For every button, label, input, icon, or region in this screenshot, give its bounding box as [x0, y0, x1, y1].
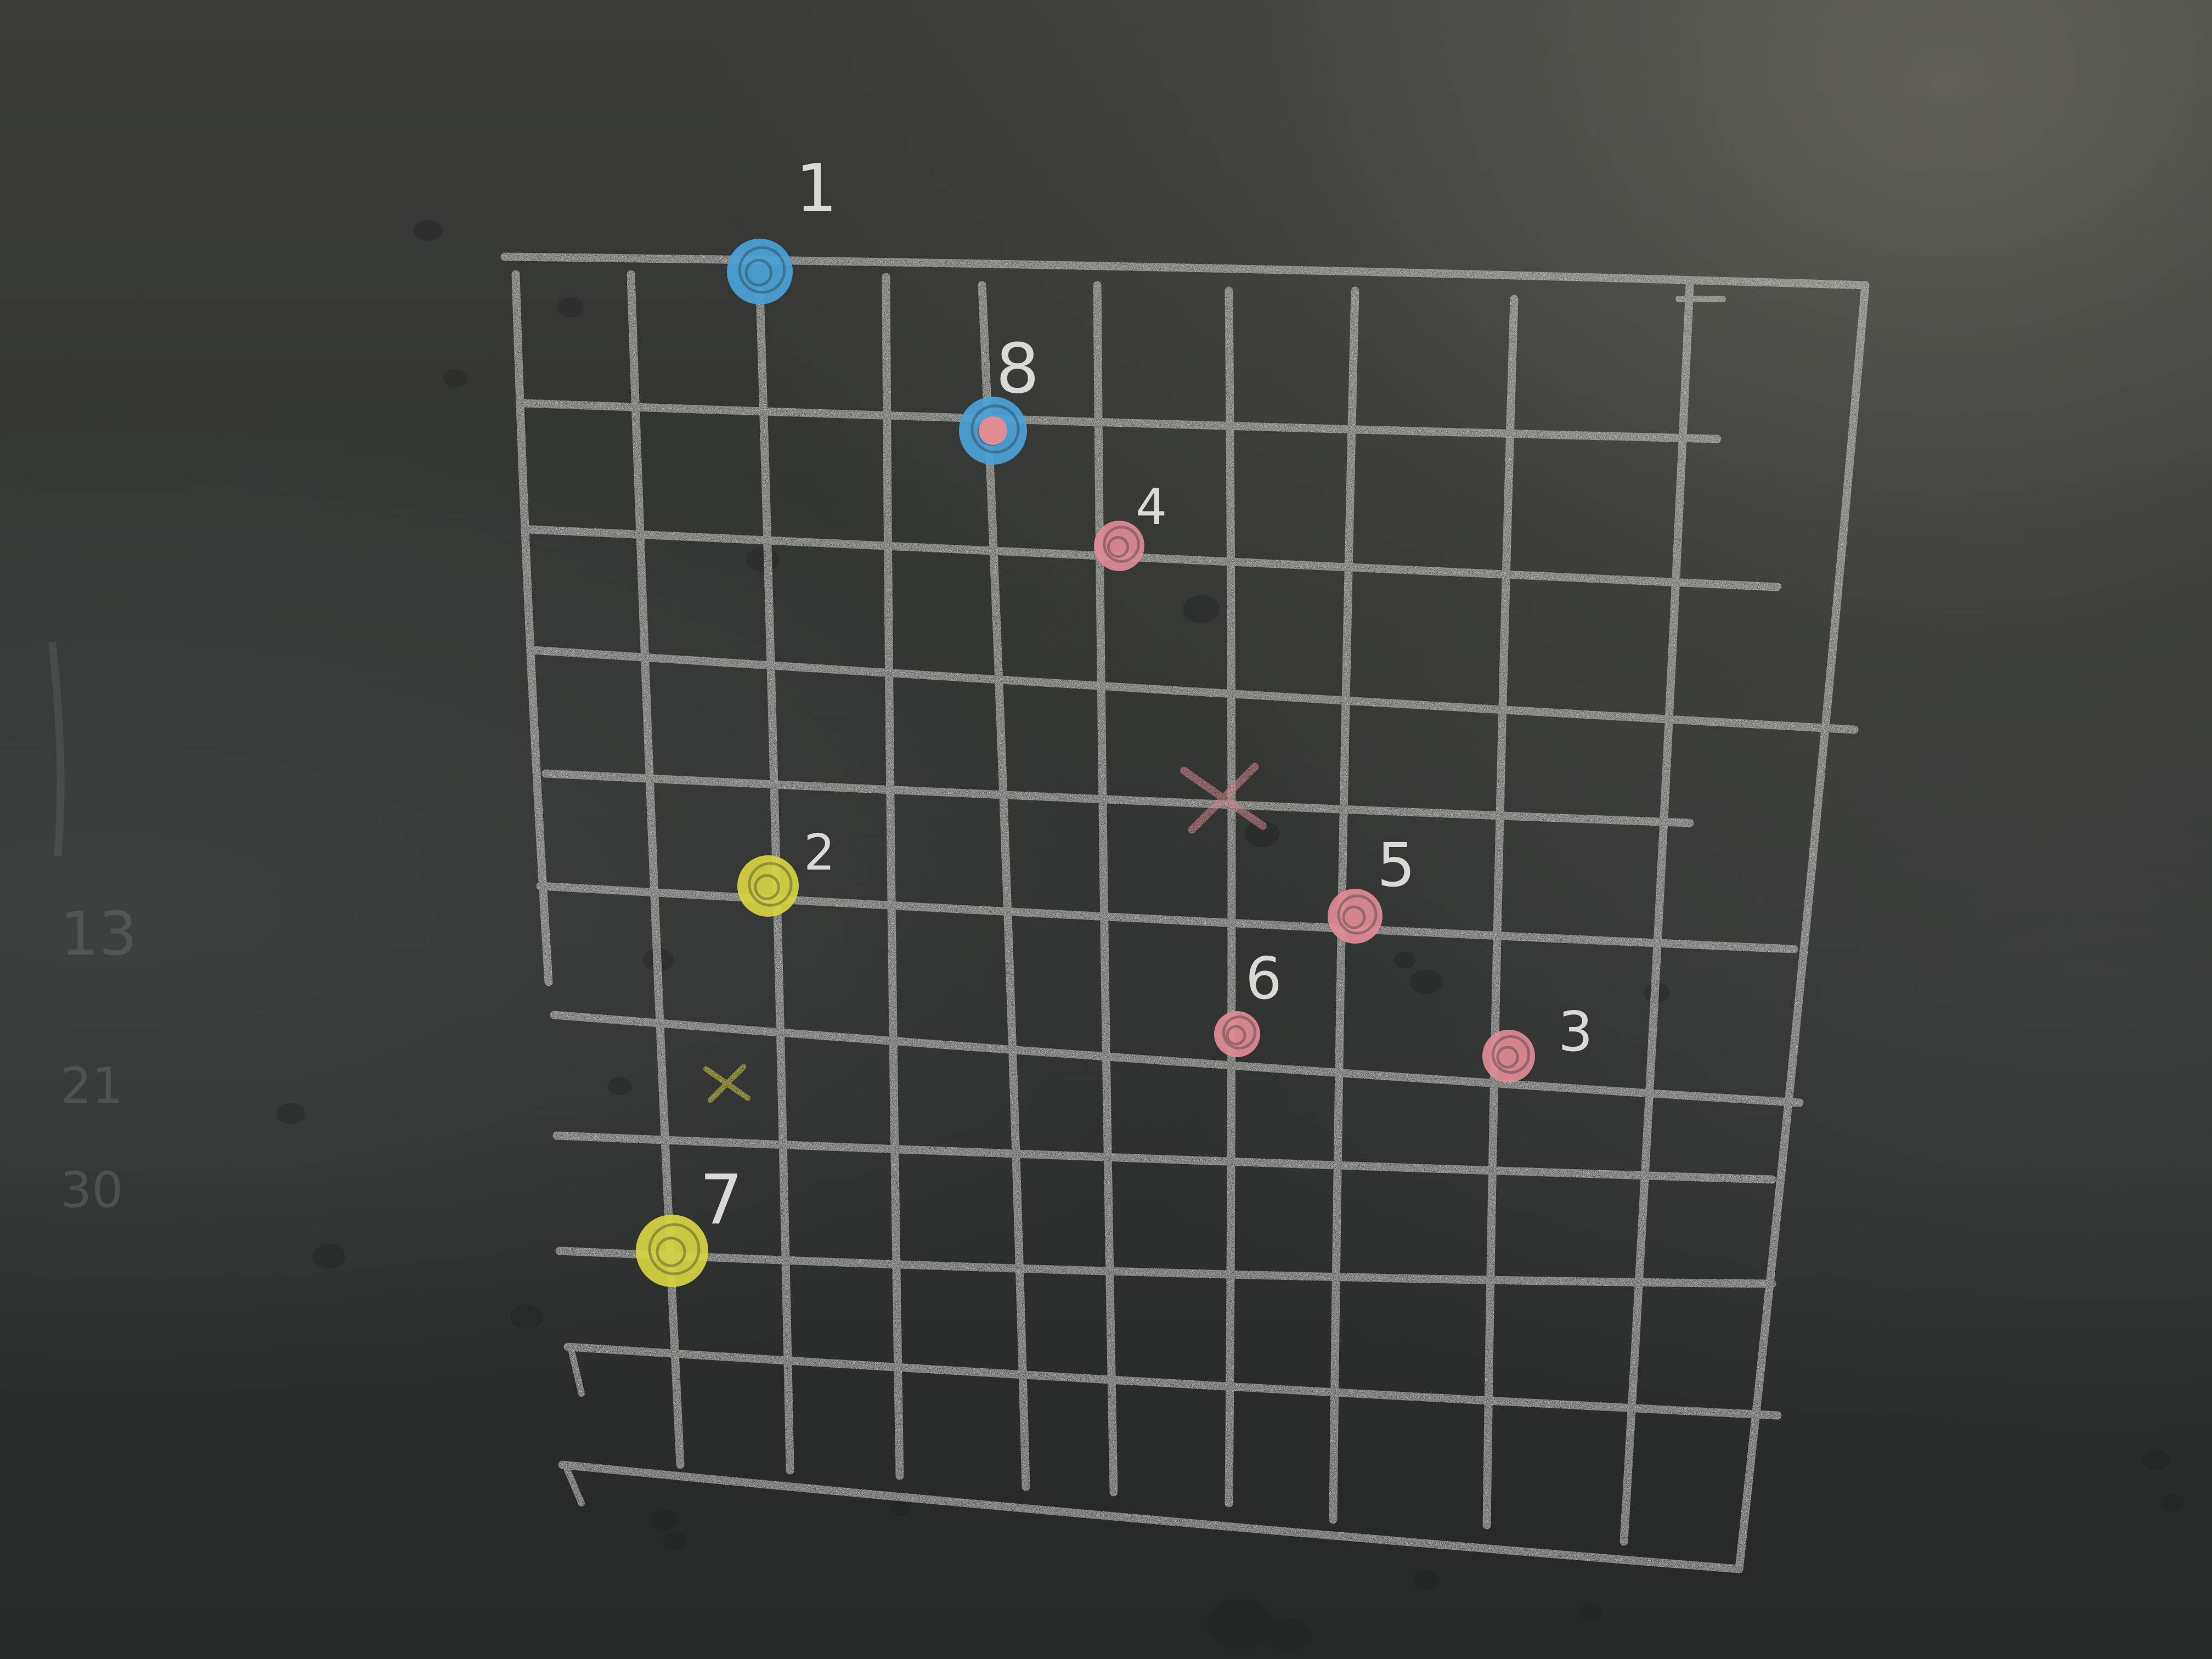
marker-inner-dot [978, 416, 1008, 445]
grid-column-line [1093, 281, 1118, 1497]
marker-dot [737, 855, 799, 917]
faint-stroke [48, 641, 65, 856]
marker-label: 3 [1558, 1000, 1593, 1064]
marker-label: 6 [1245, 945, 1282, 1012]
smudge [1207, 1599, 1273, 1649]
marker-label: 5 [1377, 830, 1415, 900]
grid-row-line [520, 399, 1722, 443]
marker-7: 7 [636, 1160, 743, 1287]
grid-column-line [978, 281, 1030, 1491]
marker-dot [636, 1215, 708, 1287]
smudge [313, 1244, 346, 1269]
faint-mark-21: 21 [60, 1057, 123, 1115]
marker-3: 3 [1482, 1000, 1593, 1082]
pink-cross-mark [1180, 763, 1267, 834]
marker-6: 6 [1214, 945, 1282, 1057]
grid-column-line [1482, 295, 1519, 1530]
marker-1: 1 [727, 151, 837, 304]
marker-dot [1094, 521, 1144, 571]
grid-row-line [555, 1246, 1776, 1288]
marker-dot [727, 239, 793, 304]
grid-row-line [525, 525, 1782, 591]
grid-row-line [536, 882, 1798, 953]
grid-column-line [1620, 281, 1694, 1546]
smudge [663, 1532, 687, 1551]
grid-row-line [528, 646, 1859, 734]
grid-overshoot-stroke [567, 1344, 585, 1397]
smudge [1580, 1605, 1602, 1621]
grid-row-line [541, 769, 1694, 827]
marker-label: 4 [1136, 478, 1167, 536]
smudge [510, 1304, 543, 1329]
smudge [557, 297, 584, 317]
smudge [890, 1501, 910, 1516]
grid-column-line [1224, 286, 1236, 1508]
grid-column-line [1735, 281, 1870, 1573]
smudge [2142, 1448, 2170, 1470]
smudge [443, 369, 467, 388]
marker-dot [1482, 1030, 1535, 1082]
smudge [2160, 1494, 2185, 1513]
marker-8: 8 [959, 329, 1040, 465]
marker-4: 4 [1094, 478, 1167, 571]
grid-row-line [500, 252, 1870, 290]
marker-label: 2 [804, 824, 835, 882]
grid-overshoot-stroke [562, 1462, 585, 1506]
smudge [1413, 1570, 1440, 1590]
cross-marks [703, 763, 1267, 1103]
faint-mark-13: 13 [60, 899, 137, 969]
smudge [608, 1077, 632, 1096]
marker-2: 2 [737, 824, 835, 917]
marker-dot [1214, 1011, 1260, 1057]
smudge [1393, 952, 1415, 968]
marker-label: 7 [699, 1160, 743, 1240]
yellow-cross-mark [703, 1064, 751, 1103]
grid-column-line [511, 270, 553, 986]
grid-column-line [882, 273, 904, 1480]
smudge [1183, 595, 1220, 623]
grid-row-line [563, 1342, 1782, 1420]
marker-5: 5 [1328, 830, 1415, 944]
smudge [1244, 821, 1279, 847]
smudge [276, 1103, 305, 1125]
chalk-markers: 1 8 4 2 5 6 3 7 [636, 151, 1593, 1287]
hand-drawn-grid [500, 252, 1870, 1573]
marker-dot [1328, 889, 1383, 944]
smudge [1267, 1618, 1311, 1651]
grid-row-line [550, 1011, 1804, 1107]
smudge [746, 547, 779, 572]
smudge [414, 219, 442, 241]
grid-row-line [552, 1131, 1776, 1184]
grid-row-line [558, 1460, 1743, 1573]
smudge [1410, 969, 1443, 995]
smudge [650, 1509, 678, 1531]
marker-label: 8 [996, 329, 1040, 409]
faint-erased-marks: 13 21 30 [48, 641, 137, 1219]
faint-mark-30: 30 [60, 1161, 123, 1219]
marker-label: 1 [795, 151, 837, 227]
